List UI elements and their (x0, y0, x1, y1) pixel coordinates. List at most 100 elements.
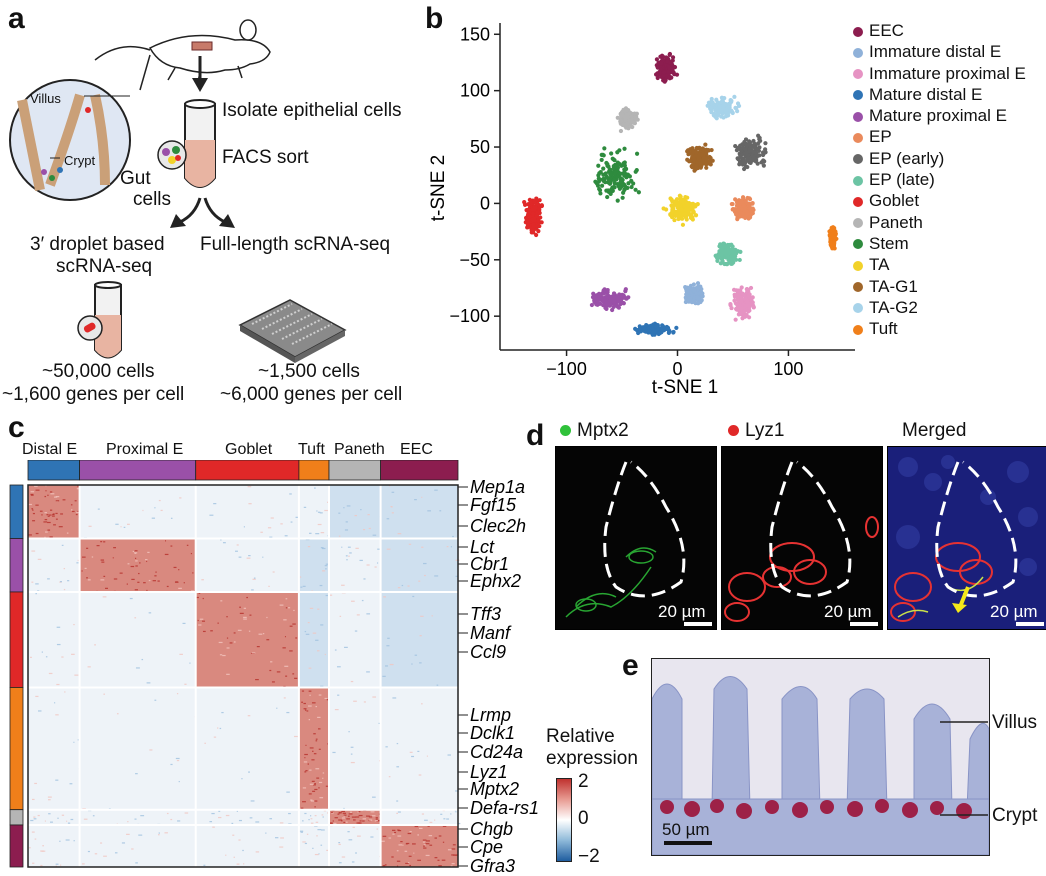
tsne-point (732, 292, 737, 297)
heatmap-cell (308, 667, 312, 669)
legend-label: EP (late) (869, 170, 935, 190)
heatmap-cell (313, 753, 317, 755)
heatmap-cell (346, 505, 351, 507)
heatmap-cell (334, 649, 337, 651)
heatmap-cell (338, 512, 341, 514)
heatmap-cell (271, 681, 275, 683)
heatmap-cell (158, 499, 161, 502)
legend-marker (853, 303, 863, 314)
heatmap-cell (238, 819, 242, 822)
heatmap-cell (233, 632, 236, 634)
heatmap-cell (75, 513, 78, 516)
heatmap-cell (315, 740, 318, 742)
plate-icon (238, 299, 347, 363)
heatmap-cell (83, 818, 88, 820)
colorbar-tick-mid: 0 (578, 808, 589, 829)
tsne-point (702, 160, 707, 166)
tsne-point (654, 57, 660, 62)
heatmap-cell (307, 763, 310, 765)
heatmap-cell (420, 615, 424, 617)
heatmap-cell (236, 863, 240, 865)
heatmap-cell (400, 841, 403, 843)
heatmap-cell (294, 735, 298, 738)
heatmap-cell (30, 656, 32, 658)
tsne-cluster-ep-late- (713, 241, 743, 267)
heatmap-cell (375, 818, 378, 820)
heatmap-cell (316, 777, 320, 779)
panel-letter-e: e (622, 649, 639, 682)
heatmap-cell (369, 819, 373, 821)
heatmap-cell (425, 843, 430, 845)
tsne-point (746, 287, 751, 293)
y-tick-label: 150 (460, 24, 490, 44)
heatmap-cell (44, 536, 46, 538)
heatmap-block (28, 687, 80, 810)
tsne-point (704, 147, 709, 152)
heatmap-cell (347, 546, 351, 548)
heatmap-cell (179, 653, 183, 655)
heatmap-cell (77, 559, 79, 562)
heatmap-cell (310, 799, 313, 801)
heatmap-cell (42, 845, 44, 847)
heatmap-cell (238, 839, 241, 841)
heatmap-cell (154, 575, 157, 577)
heatmap-cell (267, 527, 272, 529)
heatmap-cell (100, 541, 103, 543)
heatmap-cell (391, 506, 393, 508)
tsne-point (748, 285, 754, 291)
heatmap-cell (414, 654, 418, 656)
heatmap-cell (350, 746, 354, 748)
heatmap-cell (33, 818, 37, 820)
tsne-point (612, 299, 617, 304)
tsne-point (697, 146, 702, 151)
heatmap-cell (103, 575, 106, 577)
tsne-point (609, 151, 614, 156)
heatmap-cell (276, 707, 278, 709)
heatmap-cell (324, 697, 328, 700)
heatmap-cell (355, 852, 357, 854)
heatmap-cell (239, 612, 244, 614)
heatmap-cell (317, 608, 320, 610)
tsne-point (522, 202, 528, 207)
gene-label: Dclk1 (470, 723, 515, 743)
heatmap-cell (336, 666, 341, 668)
heatmap-cell (285, 675, 288, 677)
heatmap-cell (103, 541, 106, 543)
tsne-point (744, 142, 749, 147)
heatmap-cell (35, 532, 39, 535)
heatmap-cell (199, 618, 204, 620)
heatmap-block (329, 538, 381, 592)
y-tick-label: 0 (480, 193, 490, 213)
tsne-point (712, 111, 717, 116)
heatmap-cell (49, 536, 53, 538)
heatmap-cell (198, 592, 201, 594)
tsne-point (750, 201, 755, 206)
heatmap-cell (333, 822, 337, 824)
heatmap-cell (391, 512, 394, 514)
heatmap-block (298, 824, 329, 867)
heatmap-cell (350, 761, 355, 764)
tsne-point (672, 72, 677, 77)
heatmap-cell (57, 817, 59, 819)
heatmap-cell (352, 826, 355, 828)
heatmap-cell (61, 544, 64, 546)
heatmap-cell (324, 653, 326, 656)
heatmap-cell (262, 556, 264, 558)
heatmap-cell (429, 821, 433, 824)
heatmap-cell (71, 509, 73, 511)
heatmap-cell (299, 576, 302, 578)
heatmap-cell (408, 855, 412, 857)
legend-item: TA-G1 (853, 276, 1026, 297)
heatmap-cell (302, 787, 307, 789)
tsne-point (678, 194, 683, 199)
heatmap-cell (423, 844, 426, 846)
heatmap-cell (102, 596, 107, 598)
heatmap-cell (103, 693, 105, 695)
heatmap-cell (347, 815, 350, 817)
legend-label: Mature proximal E (869, 106, 1007, 126)
tsne-point (611, 304, 616, 310)
heatmap-cell (40, 864, 43, 867)
tsne-point (726, 104, 731, 110)
heatmap-block (298, 809, 329, 825)
legend-item: Tuft (853, 318, 1026, 339)
